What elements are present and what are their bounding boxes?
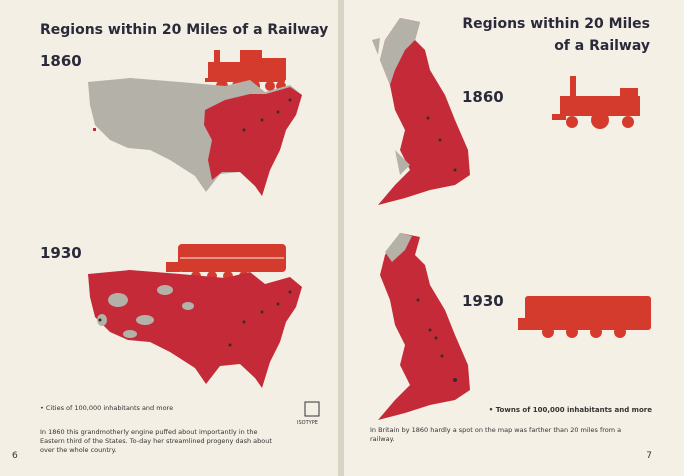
legend: • Cities of 100,000 inhabitants and more [40,404,173,412]
spine [338,0,344,476]
us-railway-region-1860 [204,87,302,196]
caption-line: railway. [370,435,395,443]
train-1860-gb [552,76,640,129]
town-dots [416,116,457,382]
gb-map-1930 [378,233,470,420]
caption-line: In 1860 this grandmotherly engine puffed… [40,428,258,436]
year-label: 1930 [462,292,504,310]
page-number: 7 [646,451,652,461]
title: Regions within 20 Miles of a Railway [40,22,328,38]
logo-icon [304,401,320,417]
us-unserved-areas-1930 [97,285,194,338]
title-line: Regions within 20 Miles [462,16,650,32]
legend: • Towns of 100,000 inhabitants and more [489,406,652,414]
logo: ISOTYPE [297,420,318,426]
train-1930-gb [518,296,651,338]
year-label: 1930 [40,244,82,262]
city-dot [93,128,96,131]
caption-line: over the whole country. [40,446,117,454]
caption-line: Eastern third of the States. To-day her … [40,437,272,445]
title-line: of a Railway [554,38,650,54]
caption-line: In Britain by 1860 hardly a spot on the … [370,426,621,434]
year-label: 1860 [40,52,82,70]
gb-unserved-1860 [372,18,420,175]
gb-unserved-1930 [385,233,412,262]
year-label: 1860 [462,88,504,106]
gb-map-1860 [378,18,470,205]
us-map-1930 [88,270,302,388]
city-dots [98,290,292,347]
page-number: 6 [12,451,18,461]
city-dots [242,98,292,132]
